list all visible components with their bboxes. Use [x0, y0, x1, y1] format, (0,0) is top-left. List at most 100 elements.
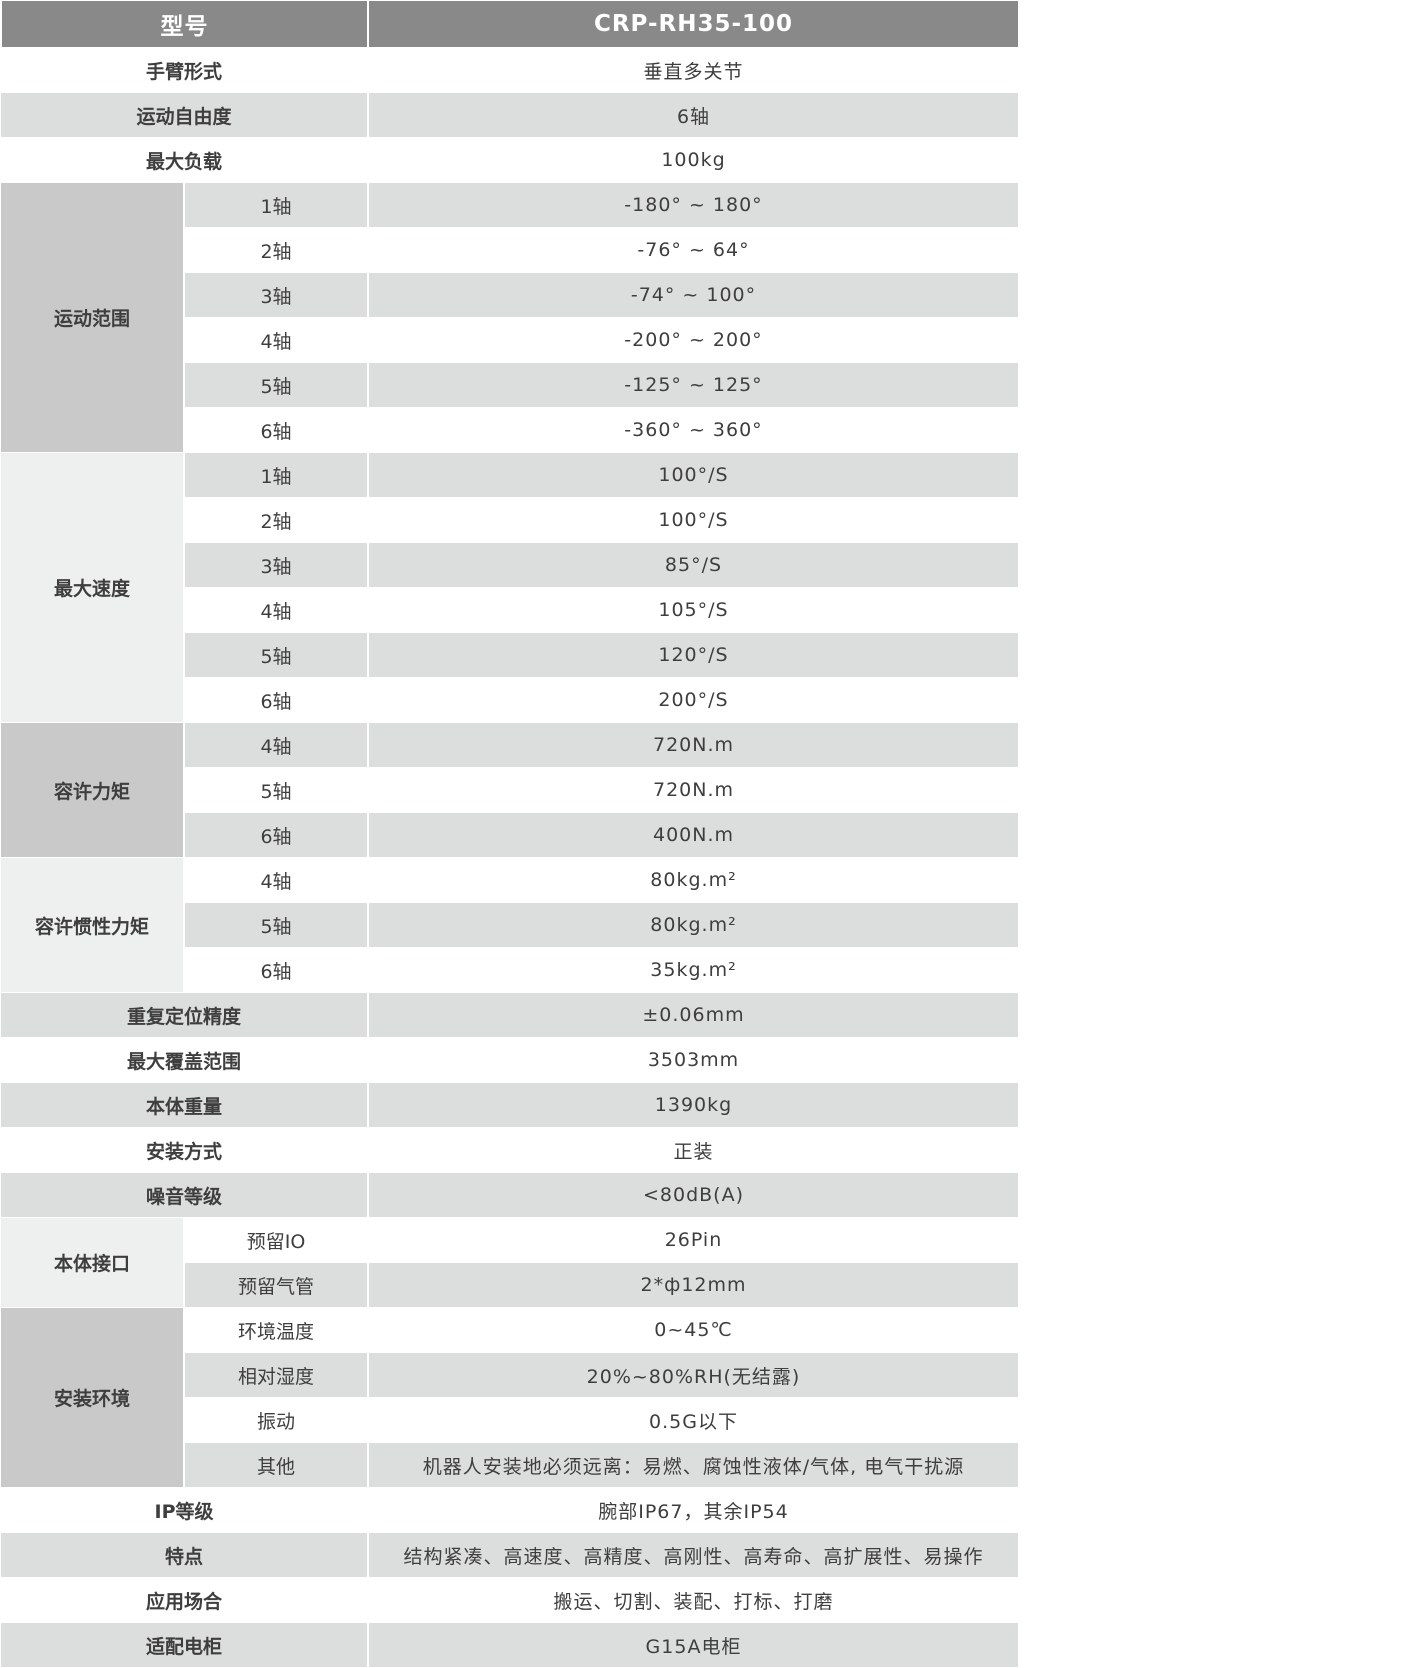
spec-sub-label: 5轴	[183, 902, 369, 948]
spec-row: 5轴 -125° ~ 125°	[1, 362, 1020, 408]
spec-row: 噪音等级 <80dB(A)	[1, 1172, 1020, 1218]
header-row: 型号 CRP-RH35-100	[0, 0, 1020, 48]
spec-value: 100°/S	[367, 452, 1020, 498]
spec-sub-label: 相对湿度	[183, 1352, 369, 1398]
spec-sub-label: 4轴	[183, 722, 369, 768]
spec-value: 100kg	[367, 137, 1020, 183]
spec-group-label: 最大速度	[1, 452, 185, 723]
spec-sub-label: 4轴	[183, 587, 369, 633]
spec-group-label: 容许惯性力矩	[1, 857, 185, 993]
spec-row: 容许力矩 4轴 720N.m	[1, 722, 1020, 858]
spec-value: -180° ~ 180°	[367, 182, 1020, 228]
spec-row: IP等级 腕部IP67，其余IP54	[1, 1487, 1020, 1533]
spec-sub-label: 5轴	[183, 362, 369, 408]
spec-table: 型号 CRP-RH35-100 手臂形式 垂直多关节 运动自由度 6轴 最大负载 100k…	[0, 0, 1020, 1668]
spec-group-label: 本体接口	[1, 1217, 185, 1308]
spec-label: IP等级	[1, 1487, 369, 1533]
spec-sub-label: 振动	[183, 1397, 369, 1443]
spec-value: 2*ф12mm	[367, 1262, 1020, 1308]
spec-value: 3503mm	[367, 1037, 1020, 1083]
spec-value: 400N.m	[367, 812, 1020, 858]
spec-row: 重复定位精度 ±0.06mm	[1, 992, 1020, 1038]
spec-row: 适配电柜 G15A电柜	[1, 1622, 1020, 1668]
spec-sub-label: 环境温度	[183, 1307, 369, 1353]
spec-row: 6轴 -360° ~ 360°	[1, 407, 1020, 453]
spec-sub-label: 5轴	[183, 632, 369, 678]
spec-row: 2轴 100°/S	[1, 497, 1020, 543]
spec-row: 最大速度 1轴 100°/S	[1, 452, 1020, 723]
spec-label: 安装方式	[1, 1127, 369, 1173]
spec-row: 6轴 200°/S	[1, 677, 1020, 723]
spec-value: 720N.m	[367, 722, 1020, 768]
spec-row: 预留气管 2*ф12mm	[1, 1262, 1020, 1308]
spec-label: 适配电柜	[1, 1622, 369, 1668]
spec-value: 85°/S	[367, 542, 1020, 588]
spec-value: 6轴	[367, 92, 1020, 138]
spec-row: 应用场合 搬运、切割、装配、打标、打磨	[1, 1577, 1020, 1623]
spec-row: 容许惯性力矩 4轴 80kg.m²	[1, 857, 1020, 993]
model-label: 型号	[0, 0, 369, 48]
spec-row: 3轴 85°/S	[1, 542, 1020, 588]
spec-row: 2轴 -76° ~ 64°	[1, 227, 1020, 273]
spec-row: 4轴 -200° ~ 200°	[1, 317, 1020, 363]
spec-row: 特点 结构紧凑、高速度、高精度、高刚性、高寿命、高扩展性、易操作	[1, 1532, 1020, 1578]
spec-label: 最大负载	[1, 137, 369, 183]
spec-value: 垂直多关节	[367, 47, 1020, 93]
spec-value: 80kg.m²	[367, 902, 1020, 948]
spec-sub-label: 预留气管	[183, 1262, 369, 1308]
spec-row: 6轴 400N.m	[1, 812, 1020, 858]
spec-sub-label: 1轴	[183, 182, 369, 228]
spec-sub-label: 6轴	[183, 947, 369, 993]
spec-group-label: 安装环境	[1, 1307, 185, 1488]
spec-value: 105°/S	[367, 587, 1020, 633]
spec-value: -200° ~ 200°	[367, 317, 1020, 363]
spec-row: 安装环境 环境温度 0~45℃	[1, 1307, 1020, 1488]
spec-value: 80kg.m²	[367, 857, 1020, 903]
spec-row: 5轴 120°/S	[1, 632, 1020, 678]
spec-value: 0~45℃	[367, 1307, 1020, 1353]
spec-value: G15A电柜	[367, 1622, 1020, 1668]
spec-row: 振动 0.5G以下	[1, 1397, 1020, 1443]
spec-sub-label: 6轴	[183, 677, 369, 723]
spec-row: 5轴 80kg.m²	[1, 902, 1020, 948]
spec-sub-label: 3轴	[183, 272, 369, 318]
spec-value: ±0.06mm	[367, 992, 1020, 1038]
spec-label: 重复定位精度	[1, 992, 369, 1038]
spec-value: 20%~80%RH(无结露)	[367, 1352, 1020, 1398]
spec-row: 3轴 -74° ~ 100°	[1, 272, 1020, 318]
spec-row: 相对湿度 20%~80%RH(无结露)	[1, 1352, 1020, 1398]
spec-row: 最大覆盖范围 3503mm	[1, 1037, 1020, 1083]
spec-label: 应用场合	[1, 1577, 369, 1623]
spec-label: 噪音等级	[1, 1172, 369, 1218]
spec-row: 本体接口 预留IO 26Pin	[1, 1217, 1020, 1308]
spec-row: 安装方式 正装	[1, 1127, 1020, 1173]
spec-value: 结构紧凑、高速度、高精度、高刚性、高寿命、高扩展性、易操作	[367, 1532, 1020, 1578]
spec-sub-label: 4轴	[183, 857, 369, 903]
spec-group-label: 容许力矩	[1, 722, 185, 858]
spec-row: 其他 机器人安装地必须远离：易燃、腐蚀性液体/气体, 电气干扰源	[1, 1442, 1020, 1488]
spec-row: 最大负载 100kg	[1, 137, 1020, 183]
spec-value: 机器人安装地必须远离：易燃、腐蚀性液体/气体, 电气干扰源	[367, 1442, 1020, 1488]
spec-sub-label: 6轴	[183, 407, 369, 453]
spec-row: 本体重量 1390kg	[1, 1082, 1020, 1128]
spec-value: 120°/S	[367, 632, 1020, 678]
spec-sub-label: 2轴	[183, 497, 369, 543]
spec-sub-label: 6轴	[183, 812, 369, 858]
spec-sub-label: 2轴	[183, 227, 369, 273]
spec-value: 腕部IP67，其余IP54	[367, 1487, 1020, 1533]
spec-label: 最大覆盖范围	[1, 1037, 369, 1083]
spec-value: 1390kg	[367, 1082, 1020, 1128]
spec-value: -360° ~ 360°	[367, 407, 1020, 453]
spec-label: 本体重量	[1, 1082, 369, 1128]
spec-value: 26Pin	[367, 1217, 1020, 1263]
spec-value: 0.5G以下	[367, 1397, 1020, 1443]
spec-row: 运动范围 1轴 -180° ~ 180°	[1, 182, 1020, 453]
spec-group-label: 运动范围	[1, 182, 185, 453]
spec-value: 正装	[367, 1127, 1020, 1173]
spec-label: 手臂形式	[1, 47, 369, 93]
spec-label: 运动自由度	[1, 92, 369, 138]
spec-row: 4轴 105°/S	[1, 587, 1020, 633]
spec-body: 手臂形式 垂直多关节 运动自由度 6轴 最大负载 100kg 运动范围 1轴 -180° ~ 1…	[1, 47, 1020, 1668]
spec-value: 100°/S	[367, 497, 1020, 543]
spec-value: 720N.m	[367, 767, 1020, 813]
